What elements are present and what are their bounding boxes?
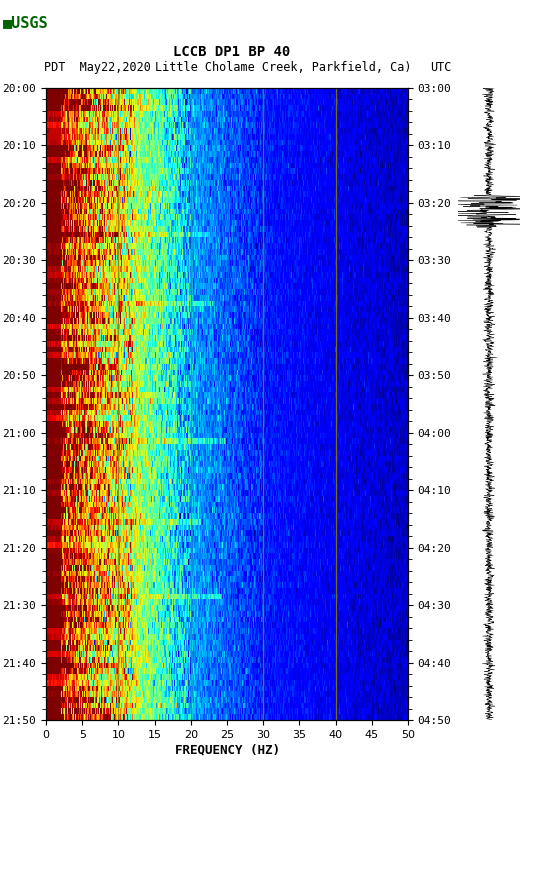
Text: Little Cholame Creek, Parkfield, Ca): Little Cholame Creek, Parkfield, Ca) [155, 62, 411, 74]
Text: LCCB DP1 BP 40: LCCB DP1 BP 40 [173, 45, 290, 59]
X-axis label: FREQUENCY (HZ): FREQUENCY (HZ) [174, 744, 279, 757]
Text: PDT  May22,2020: PDT May22,2020 [44, 62, 151, 74]
Text: UTC: UTC [431, 62, 452, 74]
Text: ■USGS: ■USGS [3, 15, 49, 29]
